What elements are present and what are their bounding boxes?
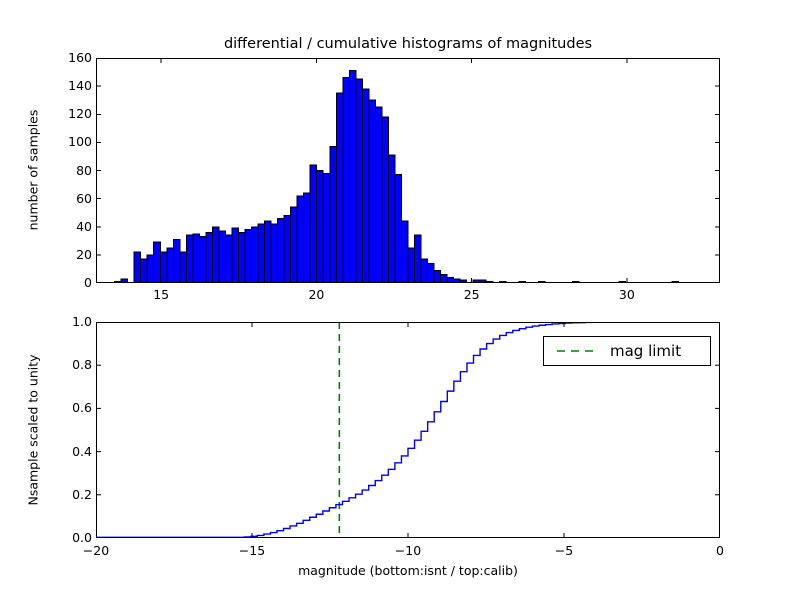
ylabels-top-tick: 140	[68, 78, 92, 94]
legend-box: mag limit	[543, 336, 711, 366]
ylabels-bot-tick: 1.0	[72, 314, 92, 330]
ylabels-top-tick: 0	[84, 275, 92, 291]
xlabels-bot-tick: 0	[716, 543, 724, 558]
bottom-cumulative-svg	[96, 322, 720, 538]
top-histogram-svg	[96, 58, 720, 283]
figure-title: differential / cumulative histograms of …	[223, 36, 593, 52]
xlabels-bot-tick: −15	[238, 543, 266, 558]
ylabels-bot-tick: 0.8	[72, 357, 92, 373]
legend-dashed-line-icon	[557, 350, 595, 352]
xlabels-top-tick: 30	[618, 287, 635, 302]
bottom-y-axis-label: Nsample scaled to unity	[25, 354, 41, 506]
xlabels-bot-tick: −10	[394, 543, 422, 558]
ylabels-top-tick: 80	[76, 162, 92, 178]
ylabels-top-tick: 120	[68, 106, 92, 122]
legend-label: mag limit	[610, 342, 682, 360]
xlabels-top-tick: 25	[463, 287, 480, 302]
top-y-axis-label: number of samples	[25, 109, 41, 231]
bottom-plot-area	[96, 322, 720, 538]
xlabels-top-tick: 15	[153, 287, 170, 302]
xlabels-top-tick: 20	[308, 287, 325, 302]
x-axis-label: magnitude (bottom:isnt / top:calib)	[298, 563, 518, 578]
top-plot-area	[96, 58, 720, 283]
ylabels-top-tick: 40	[76, 218, 92, 234]
ylabels-bot-tick: 0.4	[72, 443, 92, 459]
ylabels-bot-tick: 0.2	[72, 486, 92, 502]
ylabels-top-tick: 60	[76, 190, 92, 206]
ylabels-bot-tick: 0.6	[72, 400, 92, 416]
ylabels-bot-tick: 0.0	[72, 530, 92, 546]
ylabels-top-tick: 100	[68, 134, 92, 150]
xlabels-bot-tick: −5	[554, 543, 574, 558]
ylabels-top-tick: 20	[76, 247, 92, 263]
ylabels-top-tick: 160	[68, 50, 92, 66]
xlabels-bot-tick: −20	[82, 543, 110, 558]
